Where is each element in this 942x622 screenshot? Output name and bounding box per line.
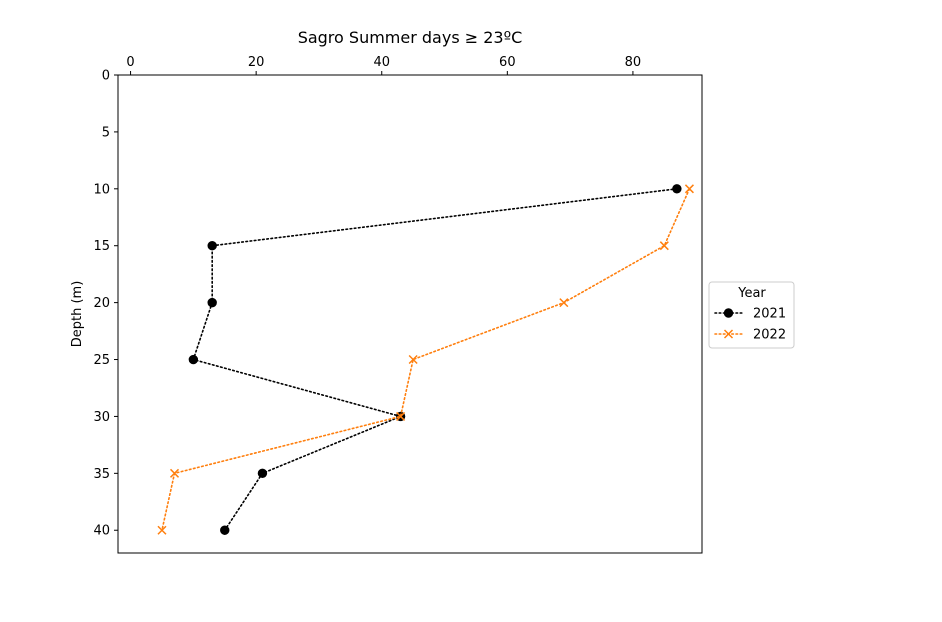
series-layer [157,184,694,535]
y-tick-label: 25 [93,353,110,368]
legend-label: 2021 [753,307,786,322]
data-point-2022 [157,525,167,535]
legend-marker [723,308,734,318]
legend-entry-2021: 2021 [714,307,786,322]
data-point-2022 [408,354,418,365]
y-tick-label: 35 [93,467,110,482]
x-tick-label: 0 [126,55,134,70]
data-point-2021 [188,354,199,365]
chart-title: Sagro Summer days ≥ 23ºC [298,28,523,47]
x-tick-label: 40 [373,55,390,70]
x-tick-label: 80 [625,55,642,70]
data-point-2022 [684,184,694,194]
legend-marker [723,329,734,339]
x-tick-label: 20 [248,55,265,70]
data-point-2022 [169,468,180,478]
data-point-2021 [220,525,230,535]
legend-entries: 2021 2022 [714,307,786,343]
y-tick-label: 5 [102,125,110,140]
y-axis-label: Depth (m) [70,281,85,348]
x-axis-ticks: 0 20 40 60 80 [126,55,641,75]
data-point-2021 [207,241,217,251]
y-tick-label: 10 [93,182,110,197]
data-point-2022 [559,298,569,308]
y-tick-label: 40 [93,524,110,539]
y-tick-label: 0 [102,69,110,84]
y-axis-ticks: 0 5 10 15 20 25 30 35 40 [93,69,118,539]
y-tick-label: 15 [93,239,110,254]
y-tick-label: 20 [93,296,110,311]
x-tick-label: 60 [499,55,516,70]
data-point-2021 [672,184,682,194]
y-tick-label: 30 [93,410,110,425]
legend-entry-2022: 2022 [714,328,786,343]
legend: Year 2021 2022 [708,281,795,349]
data-point-2022 [396,411,406,421]
data-point-2021 [257,468,268,479]
data-point-2021 [207,297,217,308]
legend-title: Year [737,286,766,301]
series-2022 [157,184,694,535]
data-point-2022 [659,241,669,251]
legend-label: 2022 [753,328,786,343]
plot-area-frame [117,74,703,554]
